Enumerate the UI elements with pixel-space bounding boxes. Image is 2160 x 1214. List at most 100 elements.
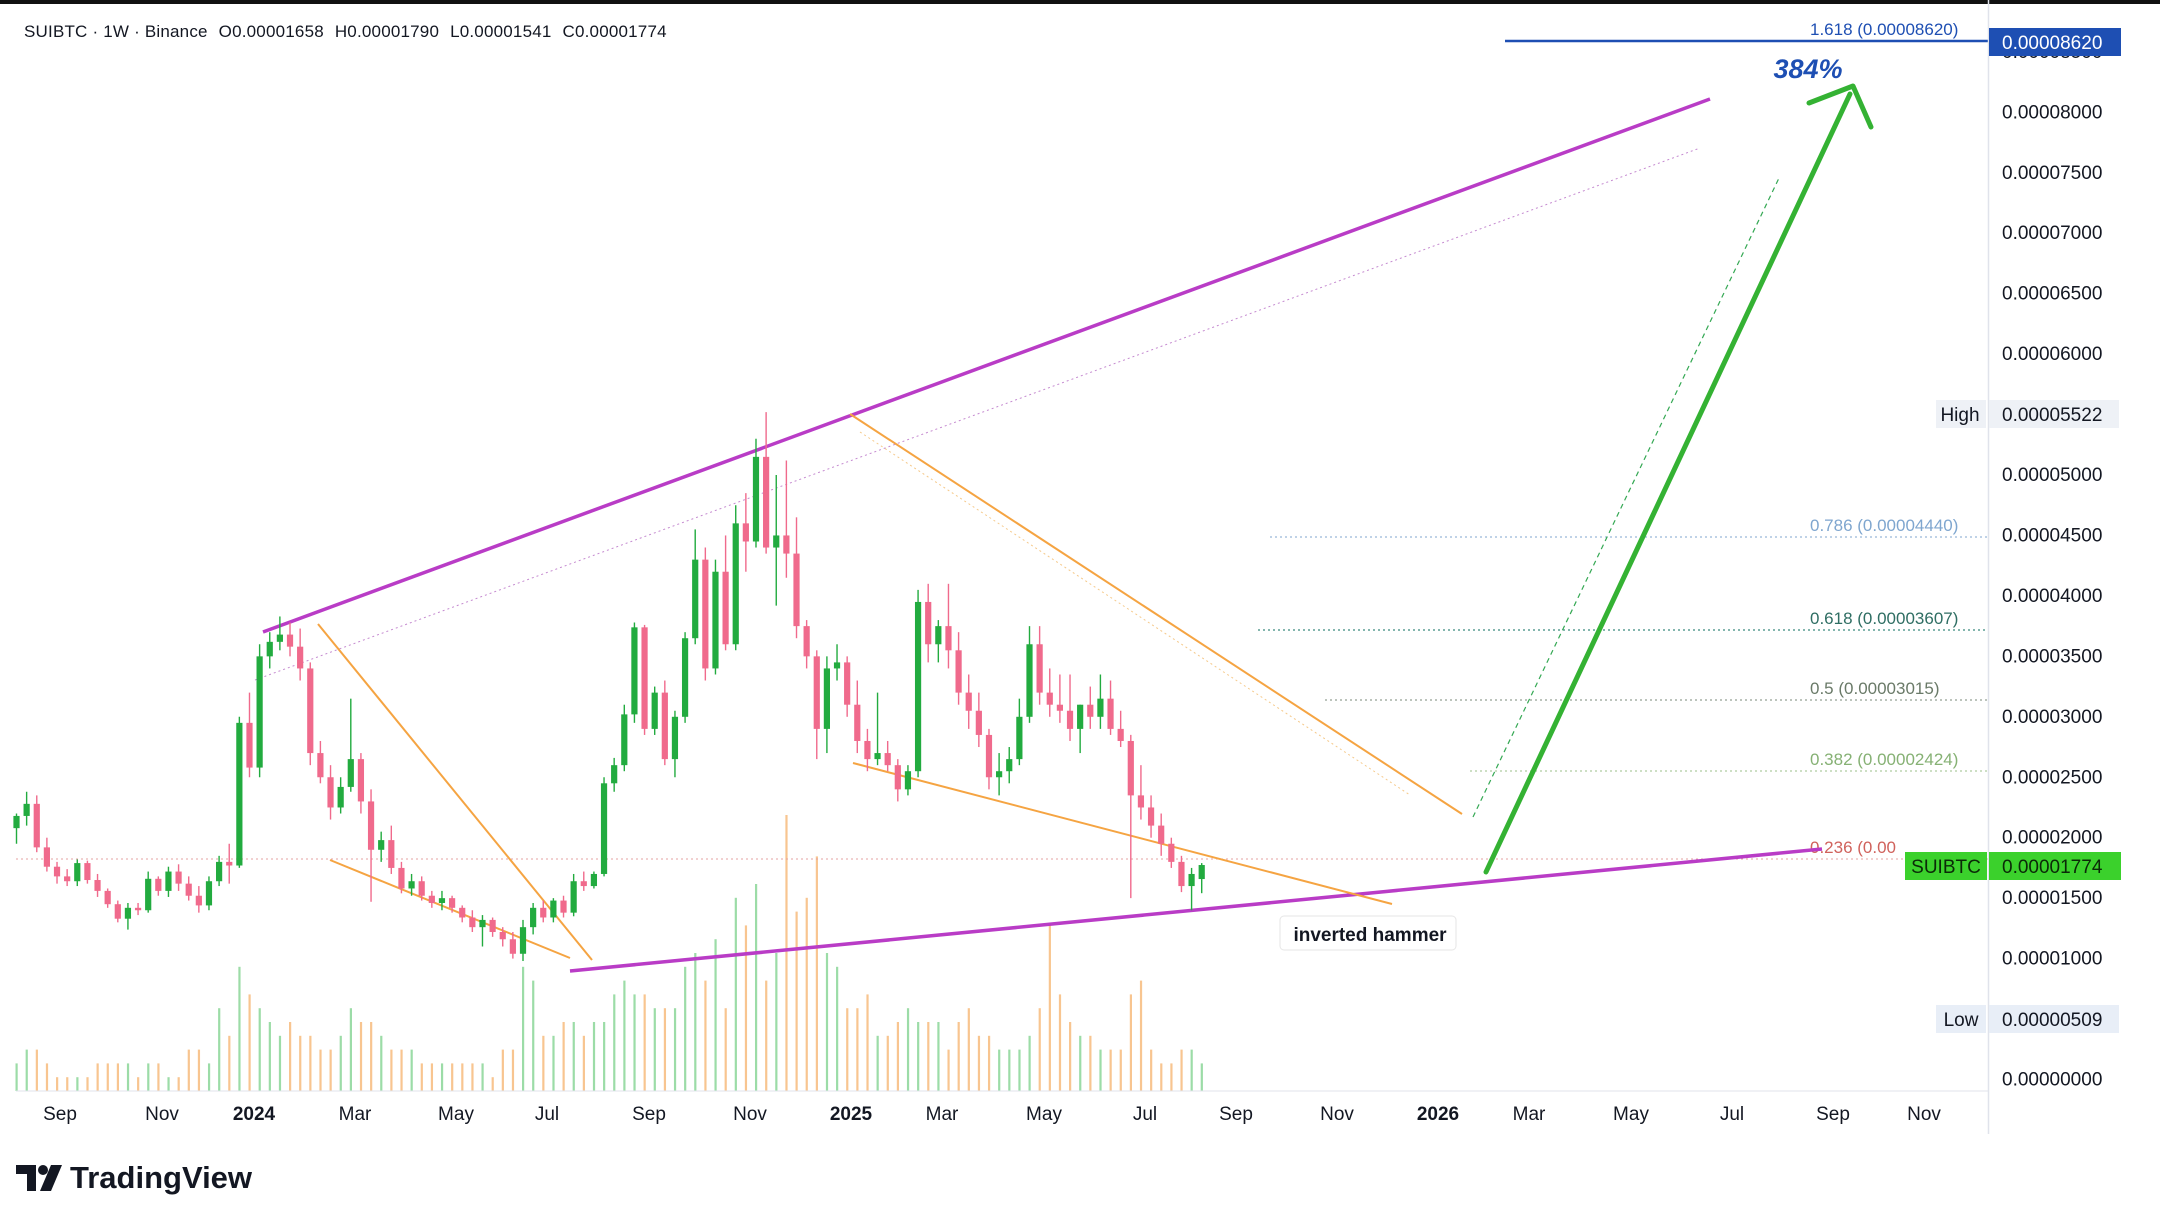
volume-bar [582, 1035, 585, 1091]
volume-bar [278, 1035, 282, 1091]
candle-body [722, 571, 729, 645]
candle-body [398, 867, 405, 889]
candle-body [134, 907, 142, 911]
volume-bar [15, 1063, 18, 1091]
candle-body [124, 907, 132, 919]
volume-bar [643, 994, 646, 1091]
volume-bar [299, 1035, 302, 1091]
candle-body [681, 638, 689, 717]
x-tick-label: Jul [1720, 1104, 1744, 1125]
volume-bar [532, 980, 535, 1091]
volume-bar [491, 1077, 494, 1091]
wedge-1-lower [329, 859, 571, 959]
volume-bar [339, 1035, 342, 1091]
tradingview-logo[interactable]: TradingView [16, 1160, 252, 1196]
volume-bar [167, 1077, 170, 1091]
y-tick-label: 0.00007000 [2002, 223, 2102, 244]
volume-bar [461, 1063, 464, 1091]
lower-trendline [569, 847, 1823, 973]
candle-body [985, 734, 993, 778]
candle-body [884, 753, 891, 766]
candle-body [1016, 716, 1023, 760]
symbol-legend: SUIBTC · 1W · Binance O0.00001658 H0.000… [24, 22, 673, 42]
candle-body [590, 873, 598, 887]
volume-bar [562, 1022, 565, 1091]
volume-bar [684, 966, 687, 1091]
volume-bar [228, 1035, 231, 1091]
volume-bar [775, 953, 778, 1091]
candle-body [418, 881, 425, 896]
candle-body [428, 895, 435, 903]
volume-bar [96, 1063, 99, 1091]
y-tick-label: 0.00003500 [2002, 646, 2102, 667]
candle-body [276, 634, 283, 642]
y-tick-label: 0.00002000 [2002, 828, 2102, 849]
volume-bar [1200, 1063, 1203, 1091]
low-value-bg [1989, 1005, 2119, 1033]
volume-bar [998, 1049, 1001, 1091]
volume-bar [815, 856, 818, 1091]
projection-dashed-line [1472, 177, 1780, 818]
volume-bar [552, 1035, 555, 1091]
y-tick-label: 0.00001500 [2002, 888, 2102, 909]
volume-bar [896, 1022, 900, 1091]
volume-bar [856, 1008, 859, 1091]
candle-body [286, 634, 294, 647]
candle-body [894, 765, 901, 790]
volume-bar [714, 939, 717, 1091]
pattern-label-box [1279, 915, 1457, 951]
candle-body [469, 917, 476, 928]
candle-body [43, 847, 50, 867]
volume-bar [420, 1063, 423, 1091]
candle-body [256, 656, 263, 768]
candle-body [813, 656, 820, 729]
y-tick-label: 0.00007500 [2002, 163, 2102, 184]
volume-bar [511, 1049, 515, 1091]
volume-bar [157, 1063, 160, 1091]
x-tick-label: Nov [1907, 1104, 1941, 1125]
candle-body [763, 456, 770, 548]
ohlc-low: L0.00001541 [450, 22, 552, 41]
symbol-info: SUIBTC · 1W · Binance [24, 22, 208, 41]
volume-bar [977, 1035, 981, 1091]
volume-bar [694, 953, 697, 1091]
candle-body [74, 863, 81, 882]
candle-body [641, 627, 648, 729]
candle-body [702, 559, 709, 669]
x-tick-label: Mar [1513, 1104, 1546, 1125]
candle-body [357, 759, 365, 802]
volume-bar [430, 1063, 434, 1091]
volume-bar [572, 1022, 575, 1091]
volume-bar [370, 1022, 373, 1091]
candle-body [1036, 644, 1043, 693]
volume-bar [86, 1077, 89, 1091]
volume-bar [805, 897, 808, 1091]
candle-body [600, 783, 608, 874]
candle-body [33, 803, 40, 848]
candle-body [1097, 698, 1104, 717]
candle-body [1147, 807, 1155, 826]
candle-body [23, 803, 30, 816]
candle-body [94, 880, 101, 891]
candle-body [64, 876, 71, 882]
candle-body [1117, 728, 1124, 741]
volume-bar [289, 1022, 292, 1091]
candle-body [854, 704, 861, 741]
fib-level-label: 0.382 (0.00002424) [1810, 750, 1958, 769]
candle-body [996, 771, 1003, 778]
volume-bar [927, 1022, 930, 1091]
candle-body [874, 753, 881, 760]
ohlc-close: C0.00001774 [562, 22, 667, 41]
candle-body [671, 716, 679, 760]
candle-body [580, 881, 587, 887]
volume-bar [106, 1063, 109, 1091]
volume-bar [886, 1035, 889, 1091]
candle-body [1077, 704, 1084, 729]
y-tick-label: 0.00004000 [2002, 586, 2102, 607]
y-tick-label: 0.00006500 [2002, 284, 2102, 305]
candle-body [844, 662, 851, 705]
volume-bar [1018, 1049, 1021, 1091]
candle-body [53, 866, 61, 877]
volume-bar [1048, 925, 1051, 1091]
